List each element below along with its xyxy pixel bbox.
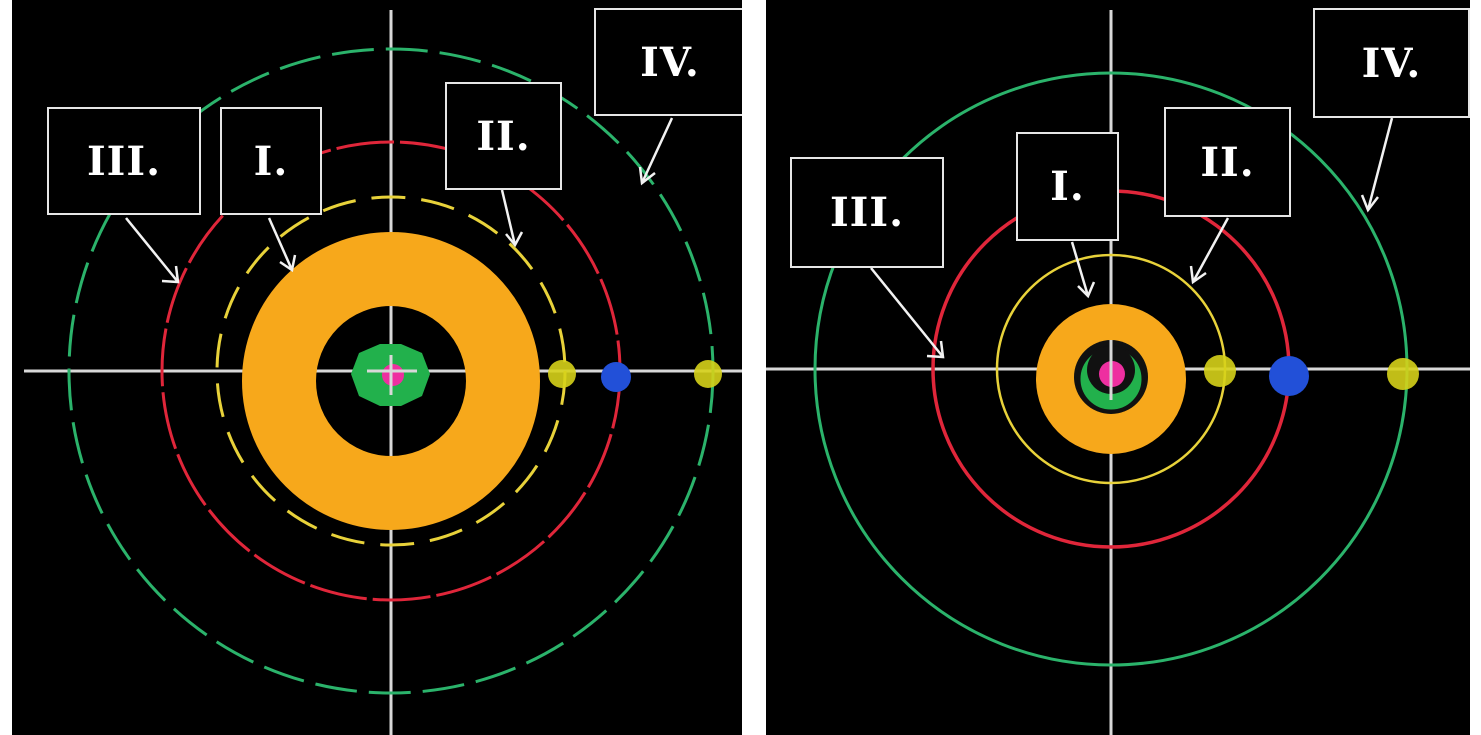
left-panel: III. I. II. IV. <box>12 0 742 735</box>
pointer-arrows <box>125 117 674 284</box>
orange-ring <box>242 232 540 530</box>
yellow-marker <box>1204 355 1236 387</box>
label-iv: IV. <box>594 8 742 116</box>
left-diagram <box>24 10 742 735</box>
label-iii: III. <box>790 157 944 268</box>
label-ii: II. <box>445 82 562 190</box>
yellow-marker <box>694 360 722 388</box>
pointer-arrows <box>870 117 1394 359</box>
label-ii: II. <box>1164 107 1291 217</box>
yellow-marker <box>548 360 576 388</box>
right-panel: III. I. II. IV. <box>766 0 1470 735</box>
blue-marker <box>1269 356 1309 396</box>
label-iv: IV. <box>1313 8 1470 118</box>
label-i: I. <box>1016 132 1119 241</box>
pink-center <box>382 364 404 386</box>
blue-marker <box>601 362 631 392</box>
label-i: I. <box>220 107 322 215</box>
label-iii: III. <box>47 107 201 215</box>
right-diagram <box>766 10 1470 735</box>
yellow-marker <box>1387 358 1419 390</box>
